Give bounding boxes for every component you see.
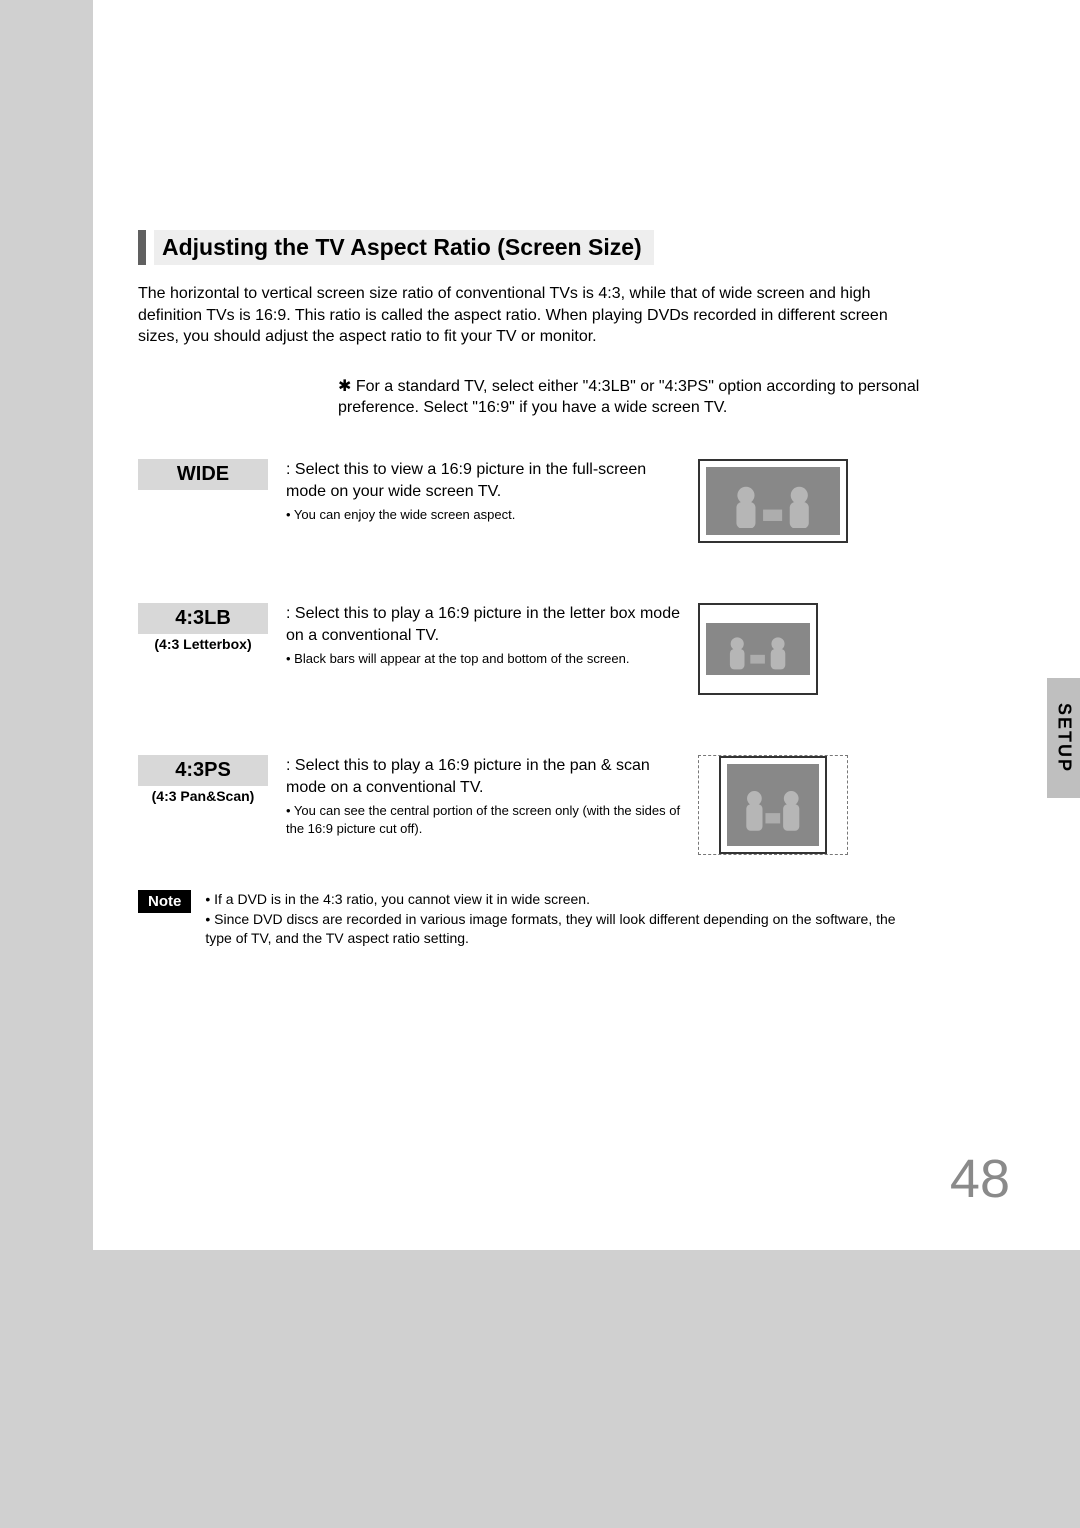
section-tab: SETUP (1047, 678, 1080, 798)
note-badge: Note (138, 890, 191, 913)
page-number: 48 (950, 1148, 1010, 1210)
star-note: ✱ For a standard TV, select either "4:3L… (338, 376, 938, 419)
intro-paragraph: The horizontal to vertical screen size r… (138, 283, 928, 348)
option-desc: : Select this to view a 16:9 picture in … (286, 459, 686, 502)
option-desc: : Select this to play a 16:9 picture in … (286, 603, 686, 646)
option-text-lb: : Select this to play a 16:9 picture in … (286, 603, 686, 668)
tv-screen-icon (727, 764, 819, 846)
note-block: Note • If a DVD is in the 4:3 ratio, you… (138, 890, 1010, 949)
section-heading: Adjusting the TV Aspect Ratio (Screen Si… (138, 230, 1010, 265)
option-wide: WIDE : Select this to view a 16:9 pictur… (138, 459, 1010, 543)
option-text-wide: : Select this to view a 16:9 picture in … (286, 459, 686, 524)
note-line: • If a DVD is in the 4:3 ratio, you cann… (205, 890, 905, 910)
manual-page: Adjusting the TV Aspect Ratio (Screen Si… (93, 0, 1080, 1250)
tv-screen-icon (706, 467, 840, 535)
tv-screen-icon (706, 623, 810, 675)
option-panscan: 4:3PS (4:3 Pan&Scan) : Select this to pl… (138, 755, 1010, 855)
illustration-panscan (698, 755, 848, 855)
illustration-wide (698, 459, 848, 543)
option-label-box: 4:3LB (4:3 Letterbox) (138, 603, 268, 652)
option-desc: : Select this to play a 16:9 picture in … (286, 755, 686, 798)
note-text: • If a DVD is in the 4:3 ratio, you cann… (205, 890, 905, 949)
option-bullet: • Black bars will appear at the top and … (286, 650, 686, 668)
tv-frame-icon (698, 459, 848, 543)
people-icon (736, 780, 810, 837)
illustration-letterbox (698, 603, 818, 695)
option-sublabel-lb: (4:3 Letterbox) (138, 636, 268, 652)
note-line: • Since DVD discs are recorded in variou… (205, 910, 905, 949)
tv-frame-icon (719, 756, 827, 854)
option-text-ps: : Select this to play a 16:9 picture in … (286, 755, 686, 837)
tv-frame-icon (698, 603, 818, 695)
section-tab-label: SETUP (1054, 703, 1075, 773)
option-label-lb: 4:3LB (138, 603, 268, 634)
people-icon (719, 481, 826, 529)
option-bullet: • You can enjoy the wide screen aspect. (286, 506, 686, 524)
option-label-box: WIDE (138, 459, 268, 490)
option-label-box: 4:3PS (4:3 Pan&Scan) (138, 755, 268, 804)
title-accent-bar (138, 230, 146, 265)
option-label-ps: 4:3PS (138, 755, 268, 786)
content-area: Adjusting the TV Aspect Ratio (Screen Si… (93, 0, 1080, 949)
section-title: Adjusting the TV Aspect Ratio (Screen Si… (154, 230, 654, 265)
option-letterbox: 4:3LB (4:3 Letterbox) : Select this to p… (138, 603, 1010, 695)
option-sublabel-ps: (4:3 Pan&Scan) (138, 788, 268, 804)
dashed-frame-icon (698, 755, 848, 855)
people-icon (716, 633, 799, 669)
option-label-wide: WIDE (138, 459, 268, 490)
option-bullet: • You can see the central portion of the… (286, 802, 686, 837)
